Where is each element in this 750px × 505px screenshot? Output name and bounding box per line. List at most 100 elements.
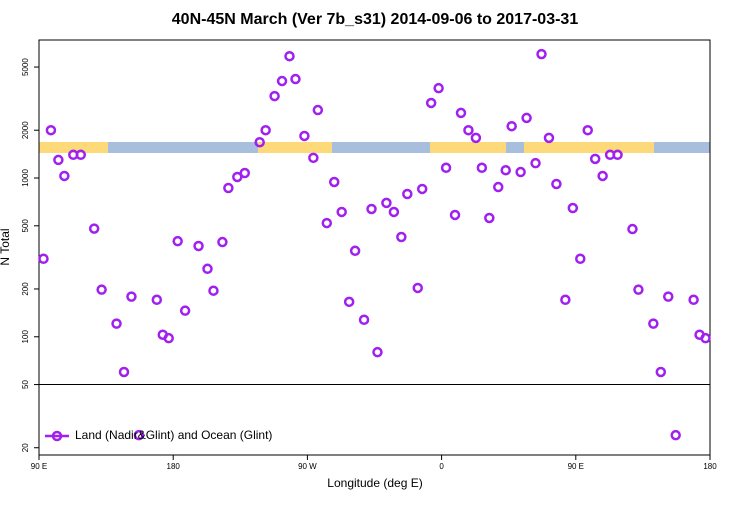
point (493, 181, 504, 193)
plot-frame (38, 39, 711, 456)
point (232, 171, 243, 183)
point (381, 197, 392, 209)
point (470, 132, 482, 144)
point (425, 97, 437, 109)
point (126, 291, 137, 302)
point (476, 162, 488, 174)
point (53, 154, 64, 166)
legend-marker (51, 430, 63, 442)
point (648, 318, 659, 329)
point (312, 104, 324, 116)
point (202, 263, 213, 275)
point (484, 212, 495, 224)
point (575, 253, 586, 265)
point (449, 209, 461, 221)
point (440, 162, 452, 174)
point (543, 132, 555, 144)
surface-strip (39, 142, 710, 153)
point (223, 182, 234, 194)
point (151, 294, 163, 306)
point (582, 124, 593, 136)
chart-title: 40N-45N March (Ver 7b_s31) 2014-09-06 to… (172, 11, 579, 28)
point (536, 48, 547, 60)
x-tick-label: 90 W (298, 462, 317, 471)
y-tick-label: 200 (21, 282, 30, 296)
point (670, 429, 681, 441)
y-tick-label: 5000 (21, 58, 30, 76)
point (321, 217, 333, 229)
point (567, 202, 579, 214)
point (560, 294, 571, 306)
y-tick-label: 50 (21, 380, 30, 389)
point (349, 245, 361, 257)
point (515, 166, 526, 178)
point (366, 203, 377, 215)
point (500, 164, 511, 176)
point (45, 124, 57, 136)
x-tick-label: 180 (703, 462, 717, 471)
point (308, 152, 319, 164)
point (633, 284, 644, 295)
point (172, 235, 183, 247)
x-tick-label: 0 (439, 462, 444, 471)
point (179, 305, 191, 316)
point (290, 73, 301, 85)
point (299, 130, 310, 142)
point (133, 429, 145, 441)
point (455, 107, 467, 119)
x-tick-label: 180 (167, 462, 181, 471)
point (163, 332, 174, 344)
point (597, 170, 608, 182)
point (328, 176, 340, 188)
point (260, 124, 271, 136)
point (388, 206, 400, 218)
point (412, 282, 423, 294)
point (336, 206, 347, 218)
point (239, 167, 251, 179)
x-tick-label: 90 E (31, 462, 47, 471)
y-axis-label: N Total (0, 228, 12, 265)
point (688, 294, 699, 306)
point (343, 296, 355, 308)
point (269, 90, 280, 102)
point (75, 149, 87, 161)
point (118, 366, 130, 378)
point (284, 50, 295, 62)
point (551, 178, 562, 190)
x-tick-label: 90 E (568, 462, 584, 471)
point (59, 170, 70, 182)
point (396, 231, 407, 243)
point (416, 183, 428, 195)
point (358, 314, 370, 325)
point (276, 75, 288, 87)
point (193, 240, 204, 252)
y-tick-label: 20 (21, 443, 30, 452)
y-tick-label: 100 (21, 330, 30, 344)
y-tick-label: 1000 (21, 169, 30, 187)
point (655, 366, 667, 378)
point (521, 112, 532, 124)
point (88, 223, 100, 234)
point (433, 82, 444, 94)
point (372, 346, 383, 358)
point (111, 318, 122, 329)
point (402, 188, 413, 200)
point (208, 285, 219, 296)
y-tick-label: 2000 (21, 121, 30, 139)
point (254, 136, 265, 148)
point (463, 124, 474, 136)
point (627, 223, 638, 235)
point (506, 120, 517, 132)
point (217, 236, 228, 248)
point (530, 157, 541, 169)
point (662, 291, 674, 302)
point (96, 284, 107, 295)
point (38, 253, 49, 265)
y-tick-label: 500 (21, 219, 30, 233)
x-axis-label: Longitude (deg E) (327, 476, 422, 490)
point (589, 153, 601, 165)
legend-label: Land (Nadir&Glint) and Ocean (Glint) (75, 428, 272, 442)
point (700, 332, 711, 344)
point (612, 149, 623, 161)
